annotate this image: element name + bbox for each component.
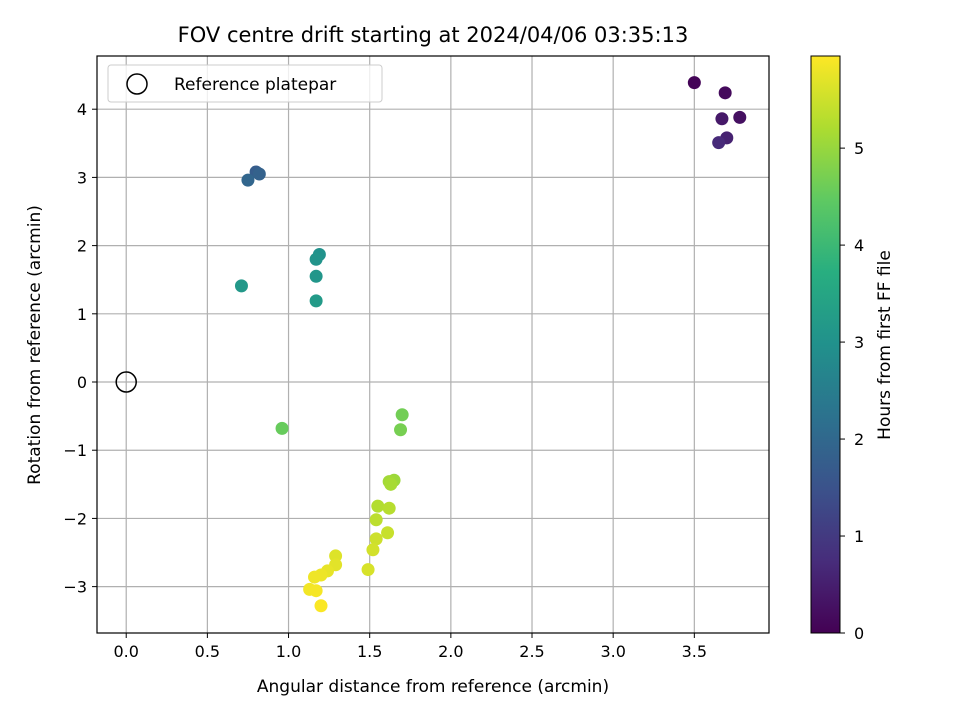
- y-axis-ticks: −3 −2 −1 0 1 2 3 4: [63, 100, 97, 597]
- colorbar-label: Hours from first FF file: [875, 250, 895, 440]
- colorbar: [810, 55, 841, 634]
- colorbar-tick-label: 3: [854, 333, 864, 352]
- y-axis-label: Rotation from reference (arcmin): [25, 205, 45, 485]
- y-tick-label: 4: [77, 100, 87, 119]
- data-point: [314, 599, 328, 613]
- colorbar-ticks: 0 1 2 3 4 5: [840, 139, 864, 643]
- plot-frame: [96, 55, 770, 634]
- reference-layer: [115, 371, 137, 393]
- colorbar-tick-label: 2: [854, 430, 864, 449]
- data-point: [252, 167, 266, 181]
- legend: Reference platepar: [107, 64, 383, 103]
- y-tick-label: −2: [63, 509, 87, 528]
- colorbar-tick-label: 4: [854, 236, 864, 255]
- data-point: [241, 173, 255, 187]
- x-tick-label: 1.5: [357, 642, 382, 661]
- chart-title: FOV centre drift starting at 2024/04/06 …: [178, 23, 689, 47]
- x-axis-label: Angular distance from reference (arcmin): [257, 677, 609, 697]
- x-tick-label: 3.0: [600, 642, 625, 661]
- x-tick-label: 2.5: [519, 642, 544, 661]
- y-tick-label: 2: [77, 237, 87, 256]
- grid-lines: [97, 56, 769, 633]
- data-point: [369, 532, 383, 546]
- y-tick-label: 0: [77, 373, 87, 392]
- y-tick-label: −3: [63, 578, 87, 597]
- data-point: [369, 513, 383, 527]
- data-points: [234, 76, 747, 613]
- data-point: [718, 86, 732, 100]
- y-tick-label: 3: [77, 168, 87, 187]
- data-point: [275, 421, 289, 435]
- x-tick-label: 2.0: [438, 642, 463, 661]
- data-point: [687, 76, 701, 90]
- data-point: [309, 252, 323, 266]
- data-point: [366, 543, 380, 557]
- reference-marker: [115, 371, 137, 393]
- data-point: [309, 294, 323, 308]
- x-axis-ticks: 0.0 0.5 1.0 1.5 2.0 2.5 3.0 3.5: [113, 633, 707, 661]
- data-point: [309, 269, 323, 283]
- data-point: [712, 136, 726, 150]
- data-point: [394, 423, 408, 437]
- data-point: [381, 526, 395, 540]
- data-point: [715, 112, 729, 126]
- y-tick-label: −1: [63, 441, 87, 460]
- y-tick-label: 1: [77, 305, 87, 324]
- x-tick-label: 3.5: [682, 642, 707, 661]
- data-point: [361, 563, 375, 577]
- data-point: [308, 570, 322, 584]
- x-tick-label: 0.0: [113, 642, 138, 661]
- legend-marker: [126, 73, 148, 95]
- x-tick-label: 1.0: [276, 642, 301, 661]
- data-point: [733, 110, 747, 124]
- data-point: [309, 584, 323, 598]
- data-point: [371, 499, 385, 513]
- colorbar-tick-label: 1: [854, 527, 864, 546]
- data-point: [234, 279, 248, 293]
- data-point: [395, 408, 409, 422]
- colorbar-tick-label: 5: [854, 139, 864, 158]
- data-point: [384, 477, 398, 491]
- colorbar-tick-label: 0: [854, 624, 864, 643]
- legend-box: [107, 64, 383, 103]
- legend-label: Reference platepar: [174, 75, 336, 95]
- data-point: [382, 501, 396, 515]
- x-tick-label: 0.5: [195, 642, 220, 661]
